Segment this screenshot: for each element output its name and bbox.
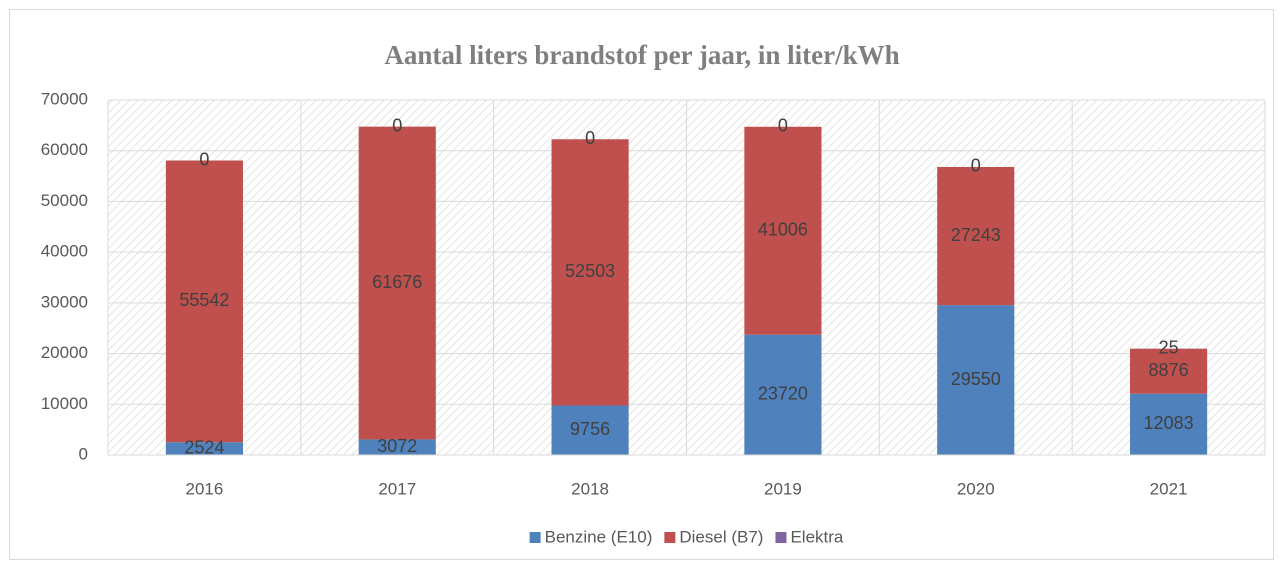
data-label: 23720 <box>758 384 808 404</box>
y-tick-label: 0 <box>79 444 88 463</box>
legend-swatch <box>775 532 786 543</box>
data-label: 9756 <box>570 419 610 439</box>
data-label: 3072 <box>377 436 417 456</box>
legend-swatch <box>664 532 675 543</box>
data-label: 29550 <box>951 369 1001 389</box>
x-tick-label: 2019 <box>764 479 802 498</box>
legend-label: Benzine (E10) <box>545 527 653 546</box>
y-tick-label: 70000 <box>41 89 88 108</box>
data-label: 8876 <box>1149 360 1189 380</box>
data-label: 27243 <box>951 225 1001 245</box>
legend-label: Diesel (B7) <box>679 527 763 546</box>
x-tick-label: 2016 <box>186 479 224 498</box>
data-label: 0 <box>971 156 981 176</box>
x-tick-label: 2020 <box>957 479 995 498</box>
legend-swatch <box>530 532 541 543</box>
y-tick-label: 10000 <box>41 394 88 413</box>
data-label: 61676 <box>372 272 422 292</box>
y-tick-label: 30000 <box>41 292 88 311</box>
data-label: 25 <box>1159 337 1179 357</box>
data-label: 0 <box>199 149 209 169</box>
data-label: 2524 <box>184 437 224 457</box>
chart-title: Aantal liters brandstof per jaar, in lit… <box>384 40 899 70</box>
y-tick-label: 50000 <box>41 191 88 210</box>
x-tick-label: 2021 <box>1150 479 1188 498</box>
data-label: 55542 <box>179 290 229 310</box>
y-tick-label: 60000 <box>41 140 88 159</box>
data-label: 41006 <box>758 219 808 239</box>
y-tick-label: 20000 <box>41 343 88 362</box>
data-label: 52503 <box>565 261 615 281</box>
y-tick-label: 40000 <box>41 242 88 261</box>
data-label: 0 <box>778 115 788 135</box>
x-tick-label: 2018 <box>571 479 609 498</box>
data-label: 0 <box>392 115 402 135</box>
data-label: 12083 <box>1144 413 1194 433</box>
x-tick-label: 2017 <box>378 479 416 498</box>
data-label: 0 <box>585 128 595 148</box>
legend-label: Elektra <box>790 527 843 546</box>
